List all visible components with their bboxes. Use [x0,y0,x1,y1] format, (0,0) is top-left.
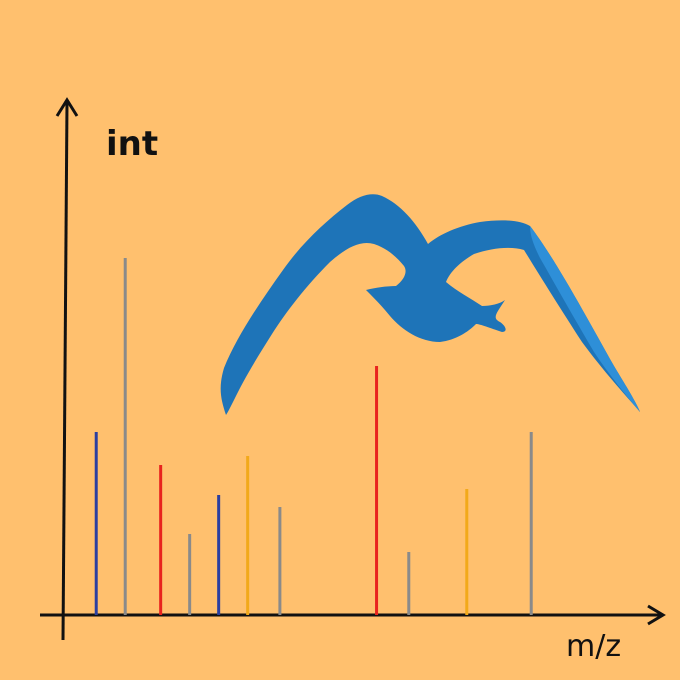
y-axis-label: int [106,124,158,164]
bird-wing-highlight [530,226,640,412]
y-axis-arrowhead [55,97,79,117]
flying-bird-icon [220,194,640,415]
x-axis-label: m/z [566,629,621,664]
y-axis-line [61,101,69,641]
peak-group [94,258,533,615]
bird-silhouette [220,194,640,415]
x-axis-arrowhead [647,604,666,626]
